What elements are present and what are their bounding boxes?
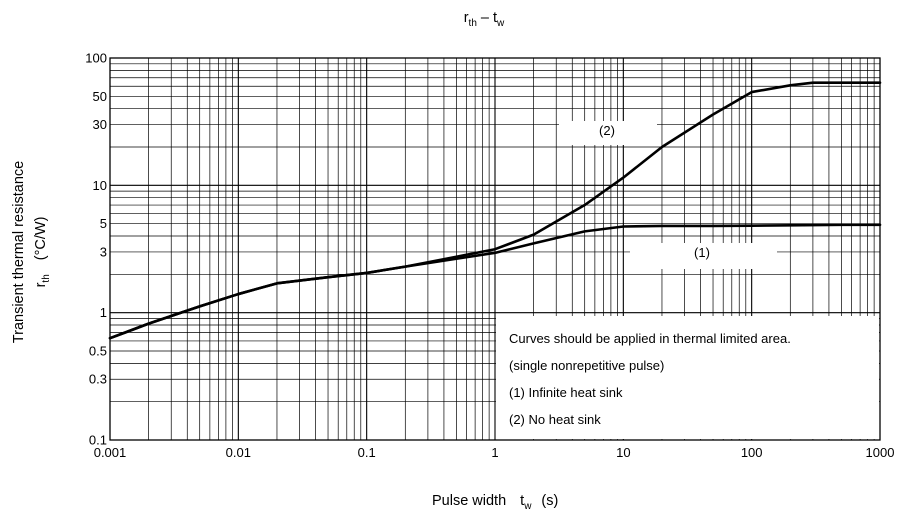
y-axis-label-line1: Transient thermal resistance [11,161,27,343]
svg-text:rth(°C/W): rth (°C/W) [33,217,52,288]
title-t: t [493,10,497,26]
note-line-3: (1) Infinite heat sink [509,385,623,400]
x-axis-label-sym: t [520,493,524,509]
x-tick-label: 1000 [866,445,895,460]
curve-2-label: (2) [599,123,615,138]
y-tick-label: 3 [100,244,107,259]
y-tick-label: 10 [93,178,107,193]
y-tick-label: 50 [93,89,107,104]
y-axis-label-sub: th [41,274,52,282]
series-curve-2 [108,81,882,340]
note-line-2: (single nonrepetitive pulse) [509,358,664,373]
y-tick-label: 0.3 [89,372,107,387]
x-tick-label: 0.1 [358,445,376,460]
plot-frame [109,57,881,441]
x-axis-label-text: Pulse width [432,493,506,509]
y-tick-label: 5 [100,216,107,231]
y-tick-label: 30 [93,117,107,132]
y-tick-label: 0.5 [89,343,107,358]
x-tick-label: 0.01 [226,445,251,460]
title-dash: – [477,10,493,26]
y-axis-label-sym: r [33,282,49,287]
note-box-bg [496,316,879,439]
chart-title: rth – tw [464,10,505,29]
note-box: Curves should be applied in thermal limi… [509,331,791,427]
x-axis-label-unit: (s) [541,493,558,509]
y-tick-label: 1 [100,305,107,320]
title-sub-w: w [496,18,505,29]
x-axis-label: Pulse width tw (s) [432,493,558,512]
x-tick-label: 1 [491,445,498,460]
curve-2-label-bg [559,121,657,145]
curves [108,81,882,340]
title-sub-th: th [469,18,477,29]
note-line-4: (2) No heat sink [509,412,601,427]
y-tick-label: 0.1 [89,433,107,448]
y-axis-label-unit: (°C/W) [33,217,49,261]
label-backgrounds [496,121,879,439]
y-tick-label: 100 [85,51,107,66]
y-axis-label-2: rth (°C/W) [33,217,52,288]
curve-1-label: (1) [694,245,710,260]
x-tick-label: 10 [616,445,630,460]
x-tick-label: 0.001 [94,445,127,460]
x-axis-label-sub: w [523,501,532,512]
note-line-1: Curves should be applied in thermal limi… [509,331,791,346]
title-r: r [464,10,469,26]
y-axis-label: Transient thermal resistance [11,161,27,343]
y-tick-labels: 0.1 0.3 0.5 1 3 5 10 30 50 100 [85,51,107,448]
x-tick-label: 100 [741,445,763,460]
curve-1-label-bg [630,243,777,269]
x-tick-labels: 0.001 0.01 0.1 1 10 100 1000 [94,445,895,460]
